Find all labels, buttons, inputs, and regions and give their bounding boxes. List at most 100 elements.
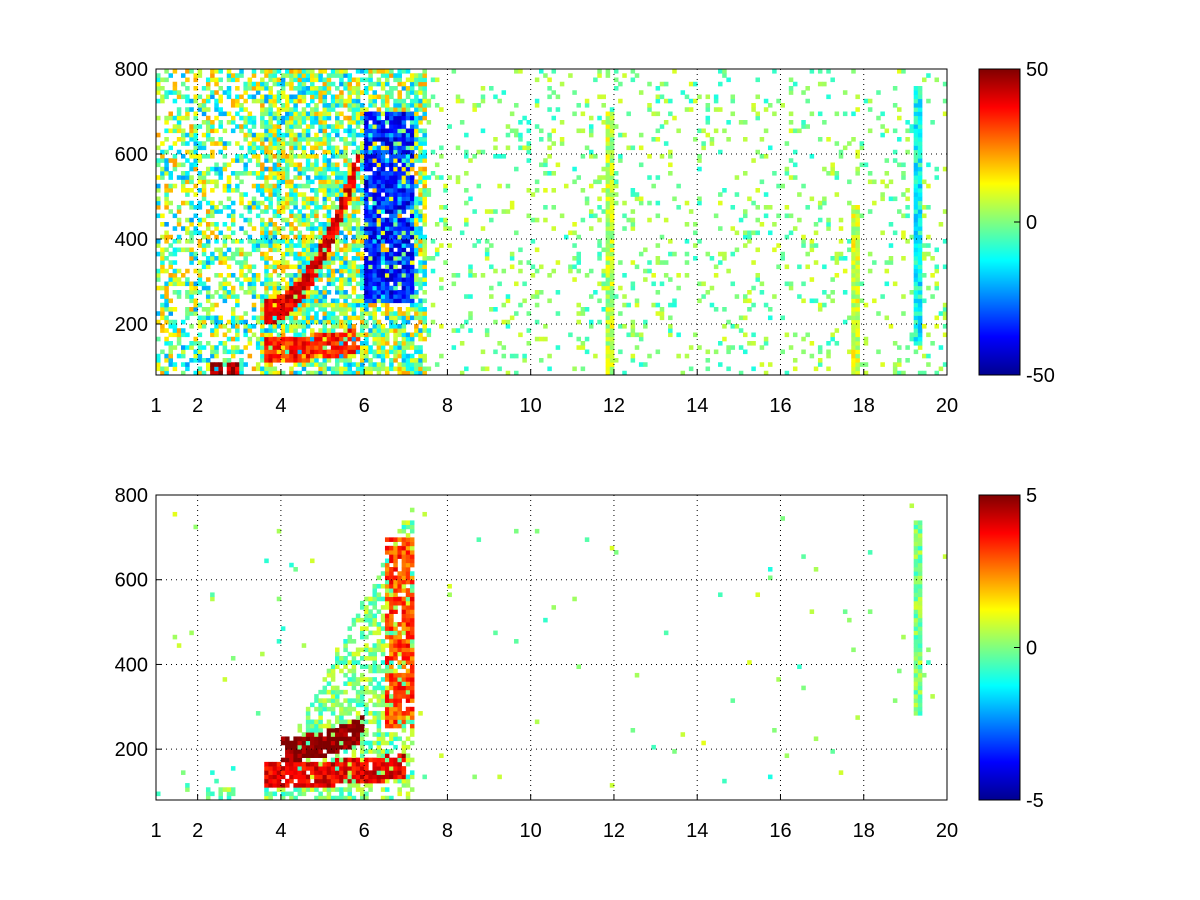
heatmap-cell [322, 744, 328, 750]
heatmap-cell [326, 103, 332, 108]
heatmap-cell [339, 761, 344, 767]
heatmap-cell [376, 69, 382, 74]
heatmap-cell [813, 243, 819, 248]
heatmap-cell [817, 137, 823, 142]
heatmap-cell [551, 115, 557, 121]
heatmap-cell [310, 196, 315, 202]
heatmap-cell [280, 239, 286, 244]
heatmap-cell [559, 137, 565, 142]
heatmap-cell [301, 264, 307, 270]
heatmap-cell [901, 192, 906, 197]
heatmap-cell [230, 217, 236, 223]
heatmap-cell [851, 336, 856, 342]
heatmap-cell [247, 149, 253, 155]
heatmap-cell [364, 162, 369, 168]
heatmap-cell [489, 209, 494, 214]
heatmap-cell [393, 277, 398, 282]
heatmap-cell [205, 154, 211, 159]
heatmap-cell [384, 260, 390, 265]
heatmap-cell [264, 226, 269, 231]
heatmap-cell [218, 366, 223, 372]
heatmap-cell [335, 698, 340, 703]
heatmap-cell [326, 124, 332, 129]
heatmap-cell [168, 111, 173, 117]
heatmap-cell [368, 268, 373, 274]
heatmap-cell [414, 120, 419, 125]
heatmap-cell [514, 353, 519, 359]
heatmap-cell [293, 302, 298, 308]
heatmap-cell [310, 268, 315, 274]
heatmap-cell [314, 90, 319, 95]
heatmap-cell [164, 358, 169, 363]
heatmap-cell [851, 328, 856, 333]
heatmap-cell [268, 761, 273, 767]
heatmap-cell [230, 766, 236, 771]
heatmap-cell [210, 230, 215, 236]
heatmap-cell [297, 358, 303, 363]
heatmap-cell [855, 243, 860, 248]
heatmap-cell [763, 205, 769, 210]
heatmap-cell [455, 273, 461, 278]
heatmap-cell [917, 154, 923, 159]
heatmap-cell [343, 268, 348, 274]
heatmap-cell [364, 128, 369, 134]
heatmap-cell [310, 294, 315, 299]
heatmap-cell [405, 86, 411, 91]
heatmap-cell [851, 205, 856, 210]
heatmap-cell [164, 188, 169, 193]
heatmap-cell [351, 103, 357, 108]
heatmap-cell [926, 183, 931, 189]
heatmap-cell [397, 349, 402, 355]
heatmap-cell [934, 370, 940, 376]
heatmap-cell [268, 86, 273, 91]
heatmap-cell [322, 94, 328, 100]
heatmap-cell [359, 251, 365, 257]
heatmap-cell [172, 128, 178, 134]
heatmap-cell [343, 795, 348, 801]
heatmap-cell [609, 243, 615, 248]
heatmap-cell [276, 230, 282, 236]
heatmap-cell [251, 302, 257, 308]
heatmap-cell [193, 336, 198, 342]
heatmap-cell [376, 200, 382, 206]
heatmap-cell [235, 302, 240, 308]
heatmap-cell [622, 213, 627, 219]
heatmap-cell [318, 69, 323, 74]
heatmap-cell [609, 120, 615, 125]
heatmap-cell [280, 260, 286, 265]
heatmap-cell [326, 770, 332, 775]
heatmap-cell [264, 166, 269, 172]
heatmap-cell [913, 145, 919, 151]
heatmap-cell [401, 294, 407, 299]
heatmap-cell [464, 200, 469, 206]
heatmap-cell [330, 222, 336, 227]
heatmap-cell [160, 366, 165, 372]
heatmap-cell [330, 353, 336, 359]
heatmap-cell [713, 94, 719, 100]
heatmap-cell [285, 740, 290, 746]
heatmap-cell [405, 307, 411, 312]
heatmap-cell [913, 341, 919, 346]
heatmap-cell [539, 162, 544, 168]
heatmap-cell [834, 251, 840, 257]
heatmap-cell [339, 260, 344, 265]
colorbar-tick-label: -50 [1026, 365, 1055, 387]
x-tick-label: 4 [275, 395, 286, 417]
heatmap-cell [293, 192, 298, 197]
heatmap-cell [260, 302, 265, 308]
heatmap-cell [393, 217, 398, 223]
heatmap-cell [260, 251, 265, 257]
heatmap-cell [205, 234, 211, 240]
heatmap-cell [347, 90, 353, 95]
heatmap-cell [368, 298, 373, 304]
heatmap-cell [372, 103, 377, 108]
heatmap-cell [201, 86, 207, 91]
heatmap-cell [405, 226, 411, 231]
heatmap-cell [376, 222, 382, 227]
heatmap-cell [160, 94, 165, 100]
heatmap-cell [293, 98, 298, 104]
heatmap-cell [355, 366, 361, 372]
heatmap-cell [401, 239, 407, 244]
heatmap-cell [738, 217, 744, 223]
